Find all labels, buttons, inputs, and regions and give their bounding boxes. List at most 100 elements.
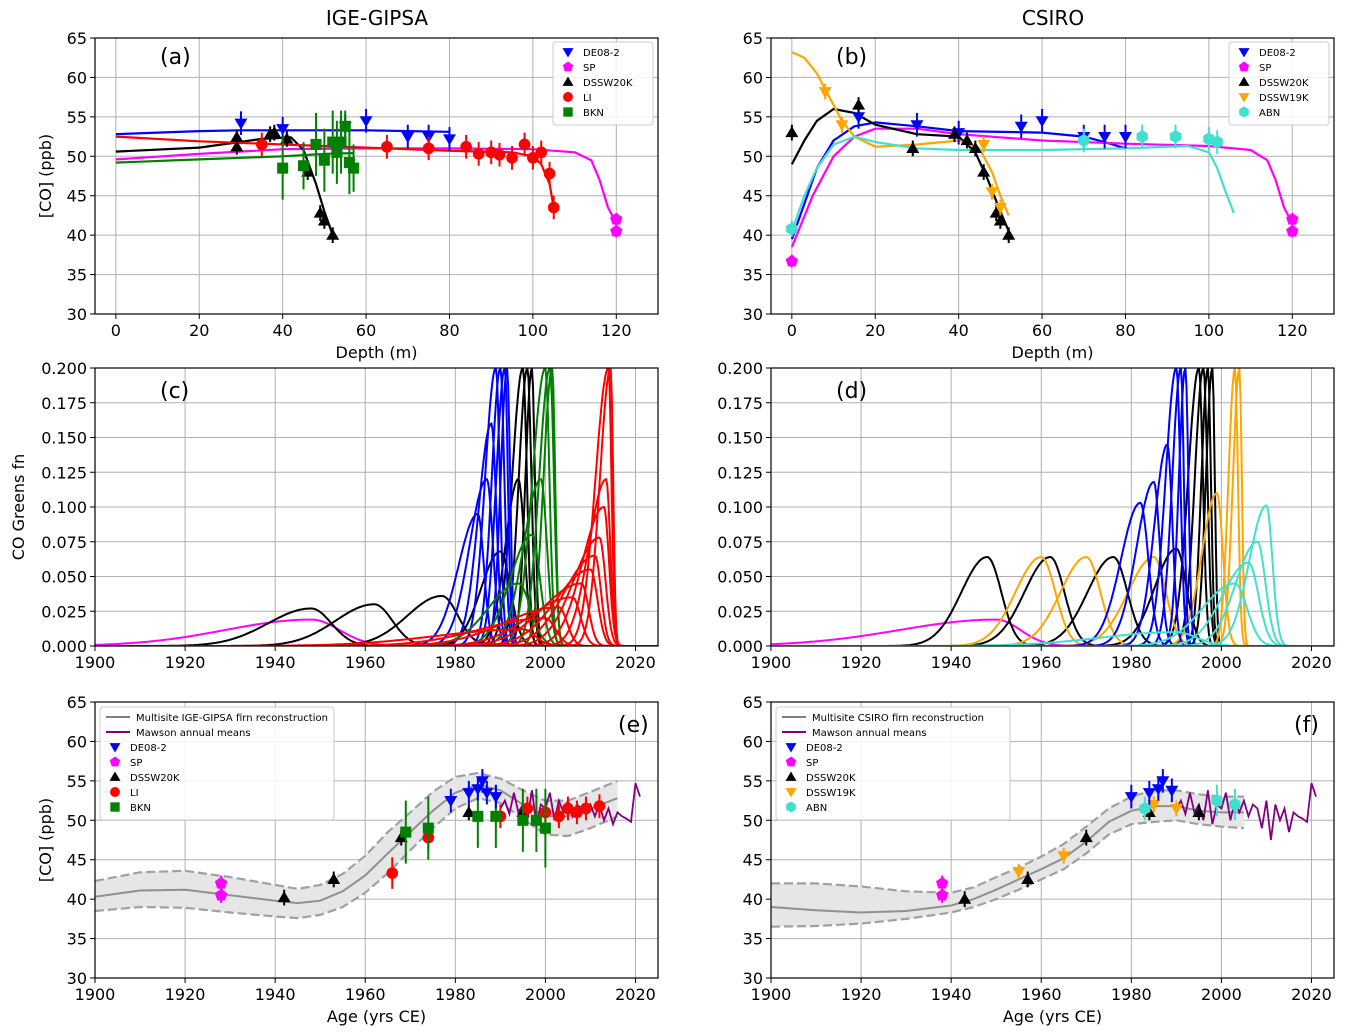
data-point-BKN xyxy=(277,162,289,174)
reconstruction-band xyxy=(771,790,1244,927)
data-point-LI xyxy=(553,810,565,823)
legend-label: DE08-2 xyxy=(806,743,843,754)
reconstruction-lower xyxy=(771,819,1244,928)
x-tick-label: 1940 xyxy=(255,653,296,672)
y-tick-label: 0.000 xyxy=(717,637,763,656)
legend-marker xyxy=(562,48,574,58)
legend-marker xyxy=(562,76,574,86)
data-point-DE08-2 xyxy=(1035,116,1049,128)
x-tick-label: 1940 xyxy=(255,985,296,1004)
greens-fn-curve-LI xyxy=(95,536,658,646)
legend-marker xyxy=(563,107,573,117)
data-point-DE08-2 xyxy=(1165,785,1179,797)
legend-label: DSSW20K xyxy=(1259,78,1309,89)
legend-marker xyxy=(785,788,797,798)
y-tick-label: 65 xyxy=(67,29,87,48)
data-point-ABN xyxy=(786,222,798,236)
panel-e: 1900 1920 1940 1960 1980 2000 2020 30 35 40 45 50 55… xyxy=(36,693,659,1026)
y-tick-label: 55 xyxy=(743,772,763,791)
data-point-DE08-2 xyxy=(444,796,458,808)
data-point-DSSW20K xyxy=(462,805,476,817)
y-axis-label: [CO] (ppb) xyxy=(36,134,55,218)
legend-label: Multisite CSIRO firn reconstruction xyxy=(812,713,984,724)
panel-label: (c) xyxy=(160,379,189,404)
data-point-LI xyxy=(386,867,399,879)
data-point-SP xyxy=(610,212,623,225)
data-point-BKN xyxy=(327,136,339,148)
legend-label: DE08-2 xyxy=(583,48,620,59)
y-tick-label: 45 xyxy=(743,851,763,870)
x-tick-label: 1920 xyxy=(165,653,206,672)
greens-fn-curve-LI xyxy=(95,477,658,646)
data-point-BKN xyxy=(335,136,347,148)
data-point-BKN xyxy=(348,162,360,174)
y-axis-label: [CO] (ppb) xyxy=(36,798,55,882)
data-point-DE08-2 xyxy=(1151,784,1165,796)
y-tick-label: 40 xyxy=(743,226,763,245)
x-tick-label: 20 xyxy=(189,321,209,340)
x-tick-label: 1960 xyxy=(1021,653,1062,672)
x-tick-label: 60 xyxy=(356,321,376,340)
data-point-DE08-2 xyxy=(442,134,456,146)
data-point-ABN xyxy=(1139,802,1151,815)
greens-fn-curve-DSSW20K xyxy=(771,555,1334,646)
legend-label: DSSW19K xyxy=(806,788,856,799)
legend-marker xyxy=(785,743,797,753)
y-tick-label: 0.050 xyxy=(41,568,87,587)
legend-label: DSSW20K xyxy=(806,773,856,784)
plot-area xyxy=(115,108,623,244)
model-line-DSSW20K xyxy=(790,107,1010,232)
data-point-DSSW19K xyxy=(1147,799,1161,812)
y-tick-label: 30 xyxy=(67,969,87,988)
legend-label: ABN xyxy=(1259,108,1280,119)
x-tick-label: 1900 xyxy=(751,653,792,672)
data-point-DSSW19K xyxy=(818,87,832,99)
legend-marker xyxy=(785,756,797,767)
data-point-BKN xyxy=(472,810,484,822)
x-tick-label: 80 xyxy=(1115,321,1135,340)
data-point-DE08-2 xyxy=(480,788,494,800)
data-point-SP xyxy=(936,876,949,889)
x-tick-label: 1980 xyxy=(435,985,476,1004)
data-point-DE08-2 xyxy=(462,788,476,800)
y-tick-label: 0.200 xyxy=(717,359,763,378)
data-point-SP xyxy=(610,224,623,237)
reconstruction-upper xyxy=(771,789,1244,894)
x-axis-label: Age (yrs CE) xyxy=(327,1007,426,1026)
data-point-DE08-2 xyxy=(1142,788,1156,800)
plot-area xyxy=(95,769,641,920)
legend-marker xyxy=(562,61,574,72)
greens-fn-curve-SP xyxy=(771,618,1334,646)
greens-fn-curve-DE08-2 xyxy=(95,421,658,646)
data-point-DE08-2 xyxy=(359,116,373,128)
data-point-ABN xyxy=(1169,130,1182,144)
y-tick-label: 60 xyxy=(67,68,87,87)
data-point-BKN xyxy=(400,826,412,838)
data-point-DSSW19K xyxy=(1012,866,1026,879)
data-point-BKN xyxy=(539,822,551,834)
legend-label: ABN xyxy=(806,803,827,814)
data-point-LI xyxy=(527,152,539,164)
y-tick-label: 45 xyxy=(67,851,87,870)
data-point-BKN xyxy=(331,146,343,158)
data-point-BKN xyxy=(422,822,434,834)
greens-fn-curve-ABN xyxy=(771,561,1334,646)
legend-label: SP xyxy=(130,758,142,769)
data-point-DE08-2 xyxy=(489,792,503,804)
data-point-DE08-2 xyxy=(471,784,485,796)
legend-box xyxy=(99,706,335,821)
x-tick-label: 2020 xyxy=(615,653,656,672)
data-point-DSSW20K xyxy=(958,892,972,904)
legend-marker xyxy=(109,771,121,781)
data-point-ABN xyxy=(1211,135,1223,149)
x-tick-label: 1900 xyxy=(75,985,116,1004)
axes-frame xyxy=(94,37,659,315)
x-tick-label: 2000 xyxy=(525,653,566,672)
greens-fn-curve-DSSW20K xyxy=(95,603,658,646)
data-point-SP xyxy=(785,254,798,267)
y-tick-label: 0.150 xyxy=(717,429,763,448)
x-tick-label: 1980 xyxy=(435,653,476,672)
title-csiro: CSIRO xyxy=(1022,6,1084,30)
greens-fn-curve-DSSW19K xyxy=(771,368,1334,646)
reconstruction-upper xyxy=(95,771,618,891)
